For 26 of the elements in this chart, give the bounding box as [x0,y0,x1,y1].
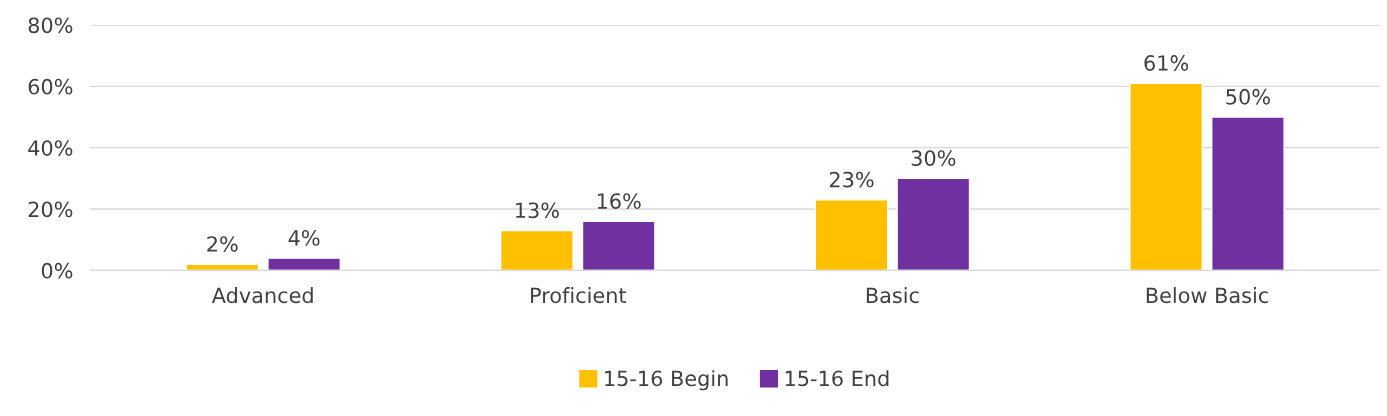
bar [500,229,574,271]
x-tick-label: Advanced [211,287,313,304]
legend-label: 15-16 End [785,370,889,387]
data-label: 4% [288,230,320,246]
y-tick-label: 40% [28,140,73,156]
bar [267,257,341,271]
x-tick-label: Proficient [531,287,627,304]
data-label: 2% [207,236,238,252]
bar [814,199,889,271]
data-label: 61% [1144,55,1189,71]
y-tick-label: 60% [28,78,73,95]
data-label: 50% [1226,88,1270,105]
y-tick-label: 0% [41,262,73,279]
y-tick-label: 20% [28,201,73,218]
x-tick-label: Below Basic [1146,287,1268,304]
data-label: 16% [597,193,641,209]
legend-label: 15-16 Begin [605,370,728,391]
data-label: 23% [829,171,874,188]
bar [896,177,971,271]
y-tick-label: 80% [28,17,73,34]
data-label: 30% [911,150,956,166]
bar [1129,82,1204,271]
x-tick-label: Basic [866,287,919,304]
bar [581,220,656,271]
bar [1211,116,1285,271]
data-label: 13% [516,202,559,219]
